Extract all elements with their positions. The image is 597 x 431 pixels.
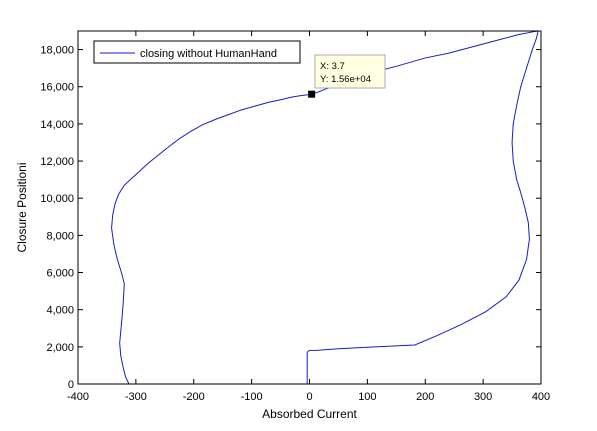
x-tick-label: 100 [358, 391, 376, 403]
x-tick-labels: -400 -300 -200 -100 0 100 200 300 400 [67, 391, 550, 403]
x-tick-label: -100 [241, 391, 263, 403]
y-tick-label: 18,000 [40, 45, 74, 57]
y-tick-label: 6,000 [46, 268, 74, 280]
datatip[interactable]: X: 3.7 Y: 1.56e+04 [308, 54, 386, 98]
legend-label: closing without HumanHand [140, 48, 277, 60]
y-tick-label: 10,000 [40, 193, 74, 205]
y-tick-label: 16,000 [40, 82, 74, 94]
legend-box [93, 40, 301, 64]
datatip-marker[interactable] [308, 90, 316, 98]
y-tick-label: 0 [68, 379, 74, 391]
x-tick-label: -300 [125, 391, 147, 403]
y-tick-label: 8,000 [46, 230, 74, 242]
plot-area [78, 31, 541, 384]
y-tick-labels: 0 2,000 4,000 6,000 8,000 10,000 12,000 14,000 1… [40, 45, 74, 391]
y-tick-label: 14,000 [40, 119, 74, 131]
y-tick-label: 4,000 [46, 305, 74, 317]
x-tick-label: -200 [183, 391, 205, 403]
y-tick-label: 12,000 [40, 156, 74, 168]
datatip-y-text: Y: 1.56e+04 [320, 74, 371, 85]
datatip-box [314, 54, 386, 89]
x-tick-label: -400 [67, 391, 89, 403]
y-tick-label: 2,000 [46, 342, 74, 354]
x-tick-label: 400 [532, 391, 550, 403]
x-tick-label: 300 [474, 391, 492, 403]
x-tick-label: 0 [306, 391, 312, 403]
datatip-x-text: X: 3.7 [320, 61, 345, 72]
plot-frame [77, 30, 542, 385]
x-tick-label: 200 [416, 391, 434, 403]
y-axis-label: Closure Positioni [15, 162, 29, 252]
legend[interactable]: closing without HumanHand [93, 40, 301, 64]
x-axis-label: Absorbed Current [262, 407, 357, 421]
